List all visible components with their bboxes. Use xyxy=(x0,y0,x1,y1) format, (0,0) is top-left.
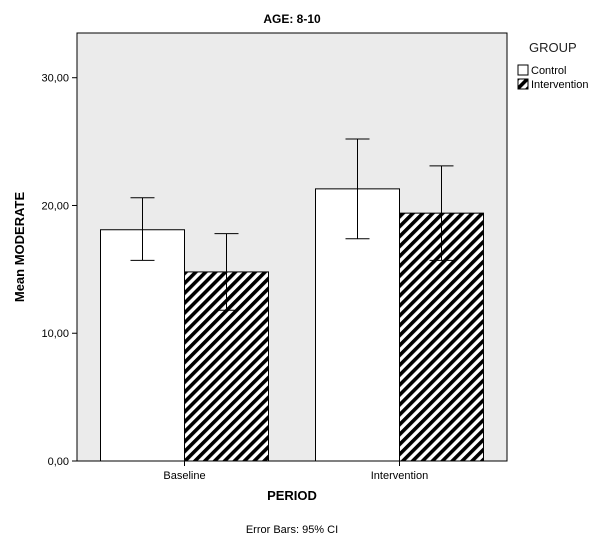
legend-swatch-intervention xyxy=(517,78,529,90)
x-tick-label: Baseline xyxy=(163,470,205,482)
y-axis: 0,00 10,00 20,00 30,00 xyxy=(41,73,77,468)
bar-control-baseline xyxy=(100,229,185,462)
x-axis: Baseline Intervention xyxy=(163,461,428,482)
error-bars xyxy=(130,138,454,311)
y-tick-label: 10,00 xyxy=(41,328,69,340)
y-tick-label: 0,00 xyxy=(48,456,69,468)
x-axis-title: PERIOD xyxy=(267,488,317,503)
x-tick-label: Intervention xyxy=(371,470,428,482)
legend-title: GROUP xyxy=(529,40,577,55)
footnote: Error Bars: 95% CI xyxy=(246,524,338,536)
y-axis-title: Mean MODERATE xyxy=(12,192,27,303)
legend-swatch-control xyxy=(517,64,529,76)
legend: GROUP Control Intervention xyxy=(517,40,588,91)
y-tick-label: 30,00 xyxy=(41,73,69,85)
y-tick-label: 20,00 xyxy=(41,200,69,212)
chart-title: AGE: 8-10 xyxy=(263,12,321,26)
legend-label-control: Control xyxy=(531,65,566,77)
legend-label-intervention: Intervention xyxy=(531,79,588,91)
